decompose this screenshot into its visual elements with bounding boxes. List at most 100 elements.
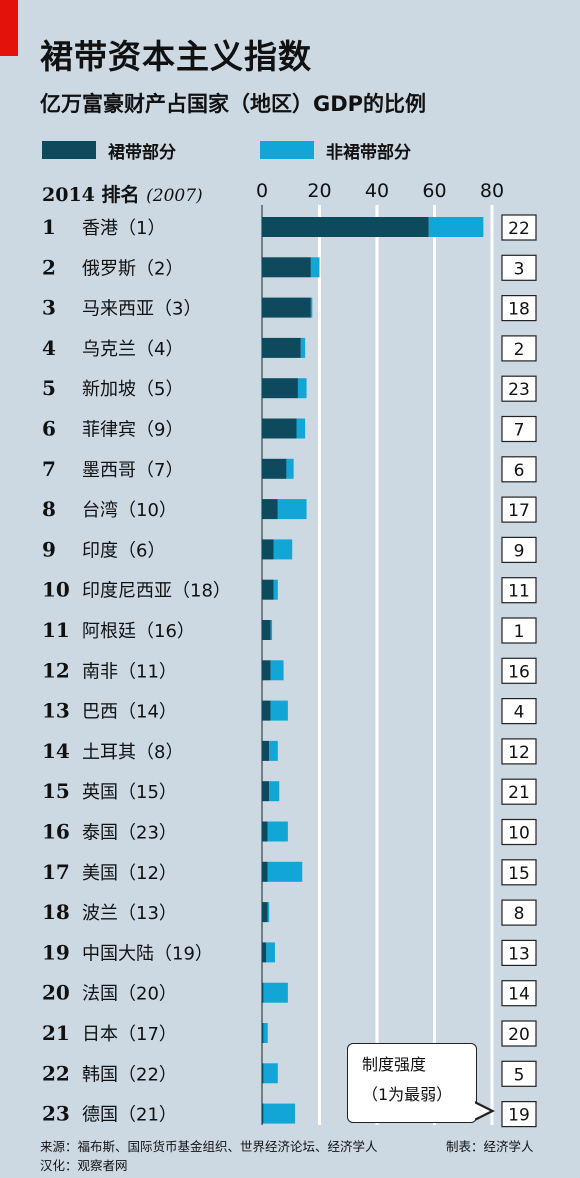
strength-box [501, 899, 537, 926]
strength-value: 16 [508, 662, 530, 682]
strength-value: 2 [514, 340, 525, 360]
country-label: 印度（6） [82, 540, 165, 561]
chart-title: 裙带资本主义指数 [40, 37, 312, 76]
footer-source: 来源：福布斯、国际货币基金组织、世界经济论坛、经济学人 [40, 1139, 378, 1154]
strength-value: 17 [508, 501, 530, 521]
country-label: 台湾（10） [82, 500, 177, 521]
rank-number: 10 [42, 578, 70, 602]
strength-value: 9 [514, 541, 525, 561]
bar-noncrony [263, 982, 288, 1003]
rank-number: 17 [42, 860, 70, 884]
strength-box [501, 254, 537, 281]
strength-value: 10 [508, 824, 530, 844]
rank-number: 18 [42, 900, 70, 924]
country-label: 土耳其（8） [82, 742, 183, 763]
bar-crony [262, 499, 278, 520]
bar-crony [262, 740, 270, 761]
rank-number: 7 [42, 457, 56, 481]
strength-box [501, 1100, 537, 1128]
strength-value: 23 [508, 380, 530, 400]
legend-label-crony: 裙带部分 [108, 143, 176, 163]
country-label: 香港（1） [82, 218, 165, 239]
country-label: 德国（21） [82, 1105, 177, 1126]
bar-crony [262, 257, 311, 278]
brand-red-mark [0, 0, 18, 56]
rank-number: 23 [42, 1102, 70, 1126]
strength-box [501, 415, 537, 443]
strength-box [501, 536, 537, 564]
country-label: 美国（12） [82, 863, 177, 884]
bar-noncrony [297, 378, 307, 399]
bar-noncrony [310, 297, 313, 318]
strength-box [501, 214, 537, 241]
country-label: 巴西（14） [82, 702, 177, 723]
bar-noncrony [267, 861, 303, 882]
strength-value: 21 [508, 783, 530, 803]
bar-crony [262, 700, 271, 721]
rank-header: 2014 排名 (2007) [42, 180, 203, 207]
strength-box [501, 335, 537, 362]
country-label: 南非（11） [82, 661, 177, 682]
bar-noncrony [277, 499, 307, 520]
country-label: 印度尼西亚（18） [82, 581, 231, 602]
rank-number: 11 [42, 618, 70, 642]
bar-crony [262, 297, 311, 318]
strength-value: 20 [508, 1025, 530, 1045]
strength-callout: 制度强度 （1为最弱） [347, 1043, 477, 1123]
country-label: 中国大陆（19） [82, 943, 213, 964]
country-label: 阿根廷（16） [82, 621, 195, 642]
rank-header-label: 2014 排名 [42, 184, 140, 206]
bar-noncrony [300, 337, 306, 358]
strength-value: 19 [508, 1106, 530, 1126]
rank-number: 3 [42, 296, 56, 320]
bar-crony [262, 660, 271, 681]
bar-noncrony [296, 418, 306, 439]
bar-crony [262, 982, 264, 1003]
rank-number: 13 [42, 699, 70, 723]
bar-noncrony [428, 217, 484, 237]
bar-noncrony [267, 821, 288, 842]
strength-value: 4 [514, 703, 525, 723]
strength-value: 3 [514, 259, 525, 279]
bar-noncrony [269, 781, 280, 802]
x-tick-label: 60 [422, 180, 446, 202]
bar-noncrony [270, 700, 288, 721]
callout-line1: 制度强度 [362, 1055, 427, 1074]
rank-number: 4 [42, 336, 56, 360]
strength-box [501, 778, 537, 805]
strength-box [501, 980, 537, 1007]
strength-box [501, 818, 537, 846]
bar-noncrony [263, 1063, 278, 1084]
rank-number: 5 [42, 376, 56, 400]
country-label: 墨西哥（7） [82, 460, 183, 481]
callout-arrow-inner [474, 1103, 490, 1119]
strength-value: 6 [514, 461, 525, 481]
bar-crony [262, 418, 297, 439]
strength-value: 7 [514, 421, 525, 441]
bar-noncrony [286, 458, 294, 479]
rank-number: 14 [42, 739, 70, 763]
strength-box [501, 738, 537, 765]
strength-box [501, 456, 537, 483]
country-label: 泰国（23） [82, 823, 177, 844]
country-label: 乌克兰（4） [82, 339, 183, 360]
bar-noncrony [263, 1023, 268, 1043]
rank-number: 20 [42, 981, 70, 1005]
rank-number: 19 [42, 940, 70, 964]
footer-maker: 制表：经济学人 [446, 1139, 534, 1154]
country-label: 马来西亚（3） [82, 299, 201, 320]
bar-noncrony [270, 620, 273, 640]
bar-noncrony [310, 257, 320, 278]
rank-number: 9 [42, 537, 56, 561]
strength-box [501, 939, 537, 967]
bar-crony [262, 861, 268, 882]
country-label: 新加坡（5） [82, 379, 183, 400]
callout-line2: （1为最弱） [362, 1085, 453, 1104]
rank-number: 2 [42, 255, 56, 279]
strength-box [501, 1020, 537, 1047]
legend-swatch-noncrony [260, 141, 314, 159]
rank-number: 6 [42, 417, 56, 441]
bar-noncrony [270, 660, 284, 681]
bar-crony [262, 337, 301, 358]
bar-crony [262, 902, 268, 923]
